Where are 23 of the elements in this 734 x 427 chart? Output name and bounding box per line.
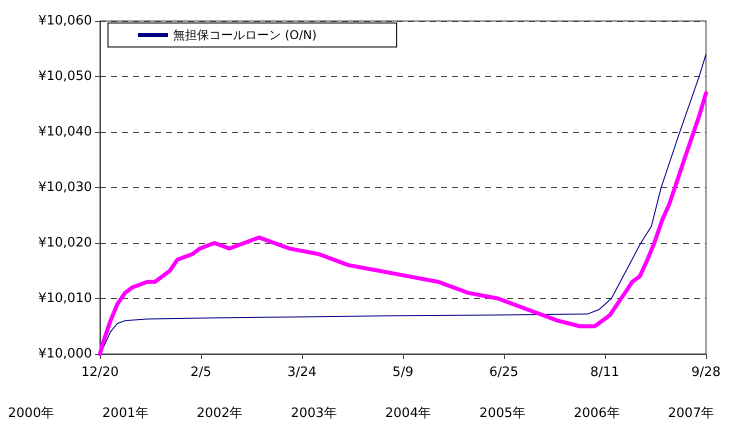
legend-label: 無担保コールローン (O/N) [173, 28, 317, 42]
x-tick-label: 6/25 [489, 365, 518, 380]
x-tick-label: 5/9 [392, 365, 414, 380]
x-tick-label: 12/20 [81, 365, 119, 380]
text: 2006年 [574, 406, 620, 421]
y-tick-label: ¥10,000 [38, 346, 92, 362]
x-tick-label: 3/24 [287, 365, 317, 380]
x-tick-label: 8/11 [590, 365, 620, 380]
y-tick-label: ¥10,050 [38, 69, 92, 84]
x-tick-label: 9/28 [691, 365, 721, 380]
text: 2007年 [668, 406, 714, 421]
y-tick-label: ¥10,030 [38, 180, 92, 195]
text: 2003年 [290, 406, 337, 421]
y-tick-label: ¥10,010 [38, 291, 92, 306]
y-tick-label: ¥10,060 [38, 14, 92, 28]
y-tick-label: ¥10,020 [38, 236, 92, 250]
text: 2001年 [102, 406, 148, 421]
text: 2005年 [479, 406, 526, 421]
x-tick-label: 2/5 [190, 365, 212, 380]
text: 2004年 [385, 406, 432, 421]
text: 2000年 [8, 406, 54, 421]
y-tick-label: ¥10,040 [38, 124, 92, 140]
text: 2002年 [196, 406, 243, 421]
